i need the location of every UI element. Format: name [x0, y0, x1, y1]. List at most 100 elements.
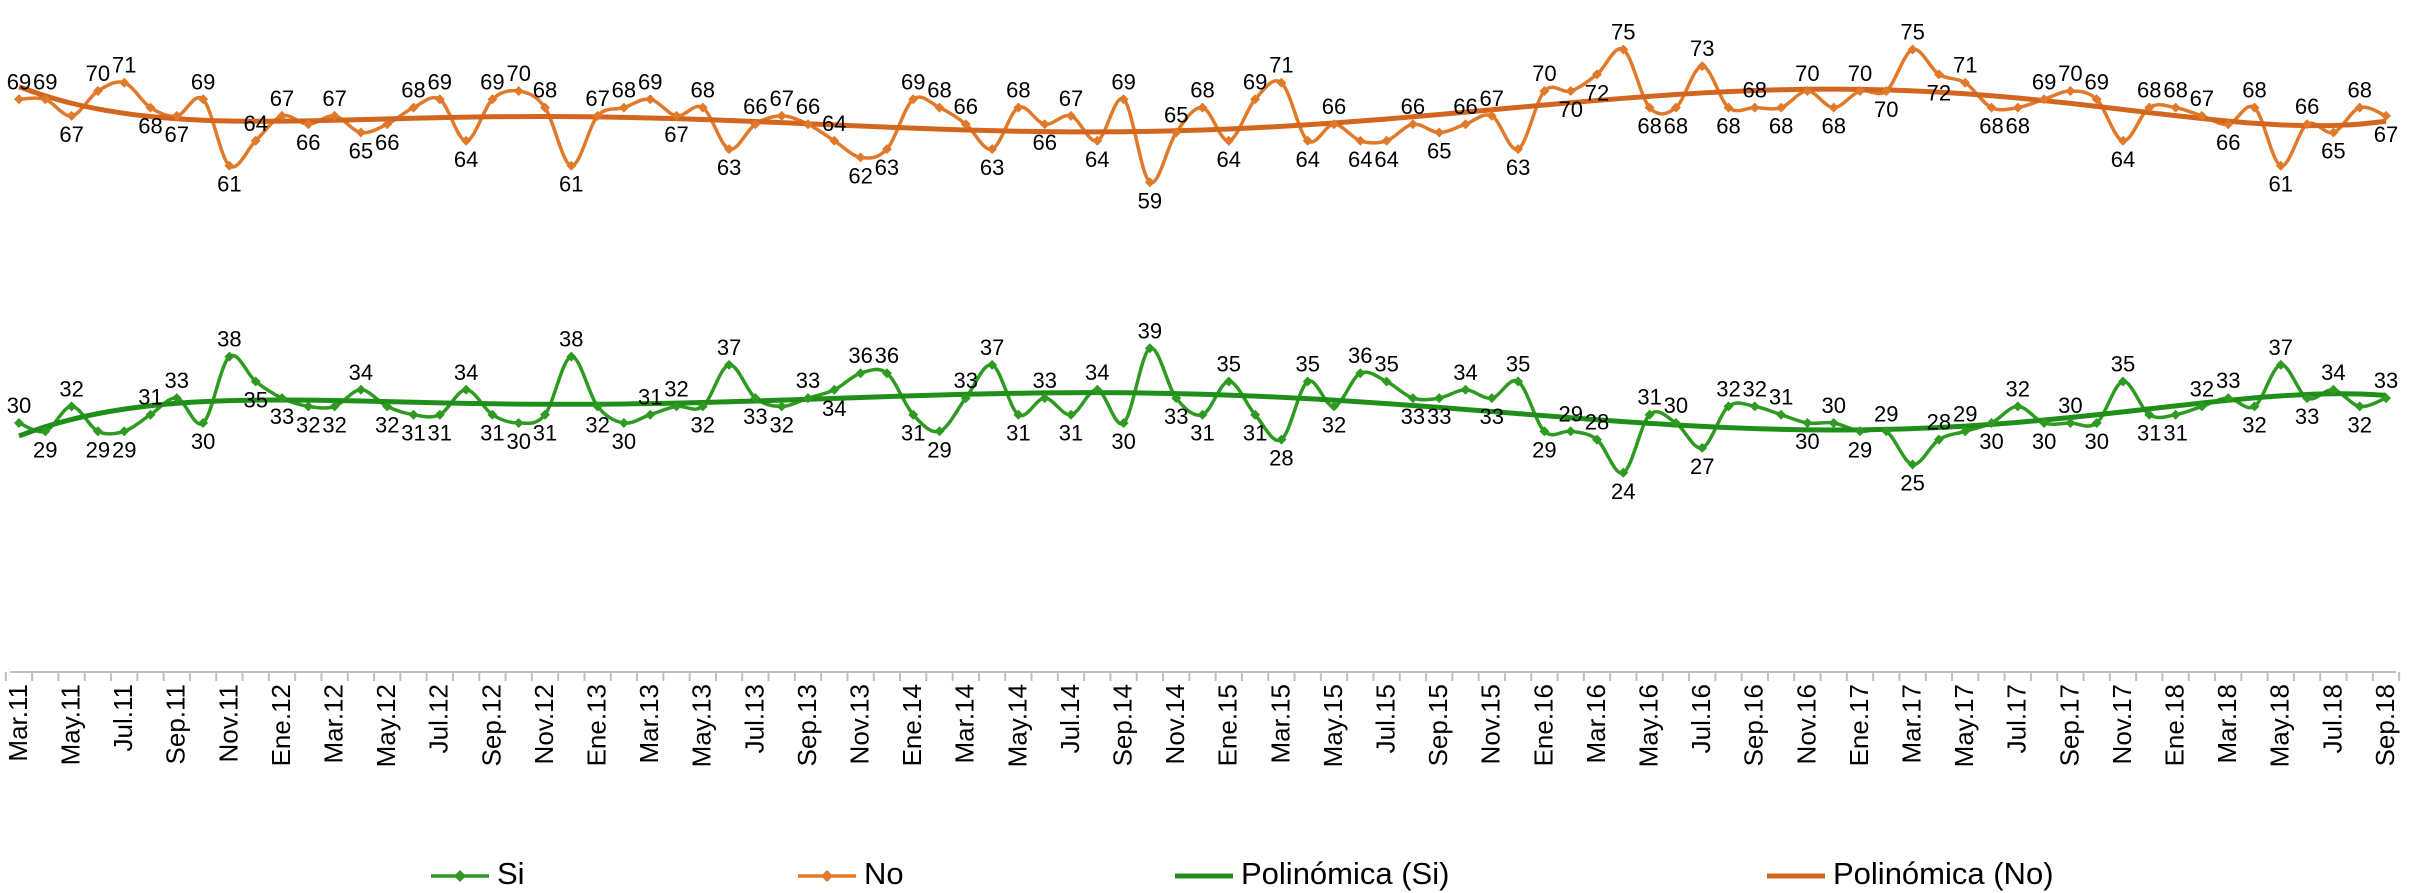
- data-label: 30: [1979, 429, 2003, 454]
- data-label: 32: [769, 412, 793, 437]
- marker: [2012, 102, 2023, 113]
- data-label: 33: [954, 368, 978, 393]
- marker: [908, 94, 919, 105]
- marker: [2170, 409, 2181, 420]
- marker: [434, 409, 445, 420]
- marker: [1986, 418, 1997, 428]
- data-label: 69: [191, 69, 215, 94]
- marker: [2249, 102, 2260, 113]
- data-label: 32: [2006, 376, 2030, 401]
- data-label: 35: [1506, 352, 1530, 377]
- marker: [2012, 401, 2023, 412]
- data-label: 32: [1322, 412, 1346, 437]
- data-label: 68: [2347, 78, 2371, 103]
- x-tick-label: May.14: [1002, 684, 1032, 767]
- legend-label: Polinómica (Si): [1241, 856, 1449, 891]
- data-label: 64: [1085, 147, 1109, 172]
- data-label: 31: [638, 385, 662, 410]
- data-label: 32: [1716, 376, 1740, 401]
- marker: [1776, 102, 1787, 113]
- marker: [1276, 434, 1287, 445]
- marker: [1565, 426, 1576, 437]
- marker: [645, 94, 656, 105]
- data-label: 33: [270, 404, 294, 429]
- data-label: 33: [1401, 404, 1425, 429]
- marker: [145, 102, 156, 113]
- data-label: 36: [1348, 343, 1372, 368]
- marker: [1802, 418, 1813, 428]
- data-label: 68: [1979, 114, 2003, 139]
- data-label: 68: [401, 78, 425, 103]
- marker: [881, 144, 892, 155]
- x-tick-label: Mar.14: [950, 684, 980, 764]
- x-tick-label: Nov.13: [844, 684, 874, 764]
- marker: [1802, 86, 1813, 96]
- data-label: 29: [86, 437, 110, 462]
- marker: [303, 401, 314, 412]
- data-label: 30: [1664, 393, 1688, 418]
- marker: [1881, 426, 1892, 437]
- data-label: 33: [1032, 368, 1056, 393]
- data-label: 31: [138, 385, 162, 410]
- marker: [250, 376, 261, 387]
- x-tick-label: Jul.15: [1370, 684, 1400, 753]
- marker: [1407, 119, 1418, 130]
- marker: [408, 102, 419, 113]
- marker: [1013, 409, 1024, 420]
- marker: [119, 426, 130, 437]
- marker: [1329, 119, 1339, 130]
- marker: [1539, 86, 1550, 96]
- marker: [1329, 401, 1339, 412]
- marker: [1749, 102, 1760, 113]
- data-label: 34: [822, 396, 846, 421]
- marker: [1276, 77, 1287, 88]
- marker: [1907, 44, 1918, 55]
- x-tick-label: Ene.15: [1213, 684, 1243, 766]
- data-label: 30: [2058, 393, 2082, 418]
- marker: [803, 119, 813, 130]
- data-label: 32: [322, 412, 346, 437]
- data-label: 66: [375, 130, 399, 155]
- x-tick-label: Mar.16: [1581, 684, 1611, 764]
- x-tick-label: Sep.13: [792, 684, 822, 766]
- data-label: 37: [980, 335, 1004, 360]
- marker: [303, 119, 314, 130]
- data-label: 64: [2111, 147, 2135, 172]
- data-label: 75: [1611, 20, 1635, 45]
- data-label: 31: [480, 421, 504, 446]
- data-label: 68: [1769, 114, 1793, 139]
- data-label: 70: [1558, 97, 1582, 122]
- data-label: 68: [1821, 114, 1845, 139]
- marker: [1197, 102, 1208, 113]
- data-label: 69: [428, 69, 452, 94]
- marker: [618, 418, 629, 428]
- marker: [40, 426, 51, 437]
- marker: [1250, 409, 1261, 420]
- marker: [2170, 102, 2181, 113]
- data-label: 64: [1374, 147, 1398, 172]
- data-label: 71: [1953, 53, 1977, 78]
- marker: [119, 77, 130, 88]
- data-label: 65: [1164, 103, 1188, 128]
- data-label: 30: [1111, 429, 1135, 454]
- marker: [829, 384, 840, 395]
- marker: [724, 359, 735, 370]
- marker: [513, 86, 524, 96]
- x-tick-label: Ene.12: [266, 684, 296, 766]
- data-label: 68: [1637, 114, 1661, 139]
- marker: [2039, 418, 2050, 428]
- data-label: 27: [1690, 454, 1714, 479]
- data-label: 71: [1269, 53, 1293, 78]
- marker: [2144, 409, 2155, 420]
- marker: [487, 409, 498, 420]
- data-label: 64: [822, 111, 846, 136]
- data-label: 68: [1006, 78, 1030, 103]
- data-label: 64: [1348, 147, 1372, 172]
- data-label: 30: [2032, 429, 2056, 454]
- data-label: 29: [1532, 437, 1556, 462]
- data-label: 73: [1690, 36, 1714, 61]
- marker: [1697, 442, 1708, 453]
- x-tick-label: May.12: [371, 684, 401, 767]
- marker: [1355, 368, 1366, 379]
- data-label: 66: [1322, 94, 1346, 119]
